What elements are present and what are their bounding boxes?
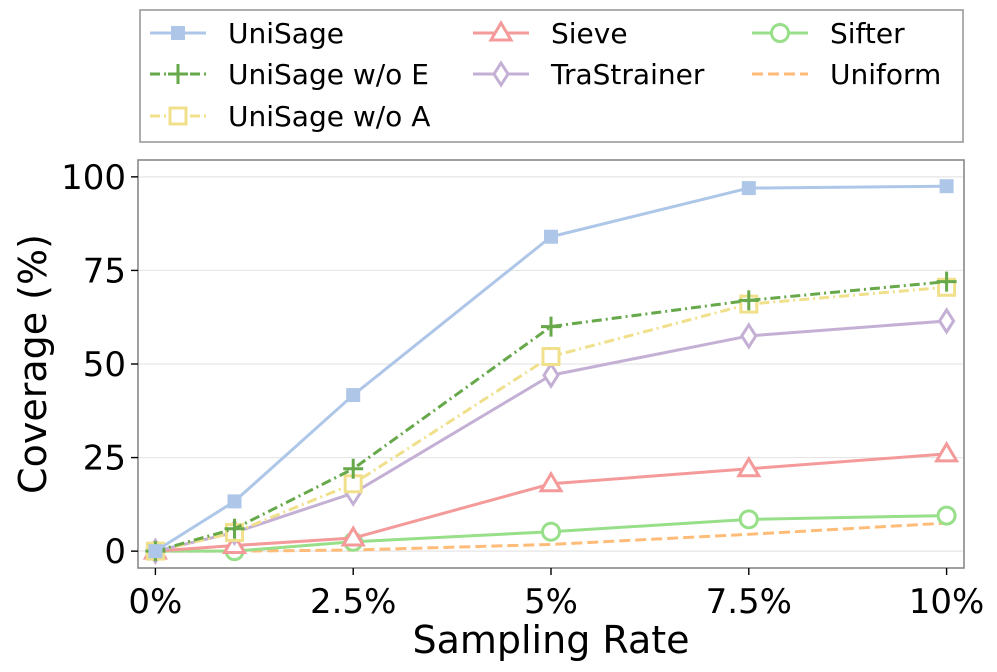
series-line-sifter (155, 514, 947, 553)
x-tick-label: 5% (524, 582, 578, 622)
y-axis-label: Coverage (%) (11, 234, 55, 494)
legend-marker-sieve (488, 20, 514, 42)
y-tick-label: 100 (61, 158, 126, 198)
data-point-sifter (738, 509, 759, 530)
data-point-unisage (939, 179, 954, 194)
data-point-unisage (346, 388, 361, 403)
legend-label-unisage: UniSage (228, 17, 344, 50)
data-point-sieve (340, 525, 366, 547)
y-tick-label: 0 (104, 532, 126, 572)
data-point-trastrainer (542, 361, 560, 390)
x-tick-label: 7.5% (706, 582, 792, 622)
series-group (142, 179, 960, 565)
legend-item-unisage-w-o-a: UniSage w/o A (150, 100, 430, 133)
axis-ticks: 0 25 50 75 100 0% 2.5% 5% 7.5% 10% (61, 158, 984, 622)
data-point-unisage (227, 494, 242, 509)
legend-box (139, 9, 964, 143)
legend-marker-unisage (171, 26, 185, 40)
data-point-unisage (148, 544, 163, 559)
legend-item-sieve: Sieve (473, 17, 628, 50)
data-point-unisage-w-o-e (541, 316, 561, 337)
legend-label-uniform: Uniform (830, 58, 941, 91)
x-tick-label: 10% (909, 582, 985, 622)
data-point-sieve (538, 470, 564, 493)
data-point-trastrainer (740, 322, 758, 350)
legend-marker-unisage-w-o-e (168, 64, 188, 84)
data-point-unisage (741, 181, 756, 196)
series-line-sieve (155, 452, 947, 553)
x-axis-label: Sampling Rate (412, 618, 689, 662)
legend-label-unisage-w-o-e: UniSage w/o E (228, 58, 429, 91)
legend-marker-sifter (770, 23, 790, 43)
legend-item-unisage-w-o-e: UniSage w/o E (150, 58, 429, 91)
legend-label-trastrainer: TraStrainer (550, 58, 705, 91)
series-line-unisage-w-o-a (155, 285, 947, 553)
data-point-trastrainer (937, 307, 956, 335)
x-tick-label: 2.5% (310, 582, 396, 622)
data-point-unisage-w-o-e (738, 290, 759, 311)
legend-item-trastrainer: TraStrainer (473, 58, 705, 91)
series-unisage (148, 179, 954, 559)
data-point-unisage-w-o-e (224, 518, 245, 539)
legend-item-uniform: Uniform (752, 58, 941, 91)
data-point-unisage-w-o-e (936, 271, 957, 292)
y-tick-label: 25 (83, 439, 126, 479)
legend-marker-trastrainer (492, 60, 510, 88)
y-tick-label: 50 (83, 345, 126, 385)
y-tick-label: 75 (83, 251, 126, 291)
data-point-sifter (936, 505, 957, 526)
legend-label-unisage-w-o-a: UniSage w/o A (228, 100, 430, 133)
data-point-sieve (933, 440, 960, 463)
legend-marker-unisage-w-o-a (168, 106, 188, 126)
legend: UniSage UniSage w/o E UniSage w/o A Sieve Tr… (150, 17, 941, 133)
series-line-unisage-w-o-e (154, 280, 947, 553)
legend-label-sieve: Sieve (551, 17, 628, 50)
x-tick-label: 0% (128, 582, 182, 622)
legend-item-sifter: Sifter (752, 17, 905, 50)
legend-item-unisage: UniSage (150, 17, 344, 50)
data-point-unisage-w-o-a (541, 347, 561, 367)
data-point-sifter (541, 521, 561, 542)
data-point-sieve (736, 455, 762, 478)
data-point-unisage-w-o-e (343, 458, 364, 479)
series-line-unisage (154, 184, 947, 553)
legend-label-sifter: Sifter (830, 17, 905, 50)
data-point-unisage (544, 229, 558, 244)
